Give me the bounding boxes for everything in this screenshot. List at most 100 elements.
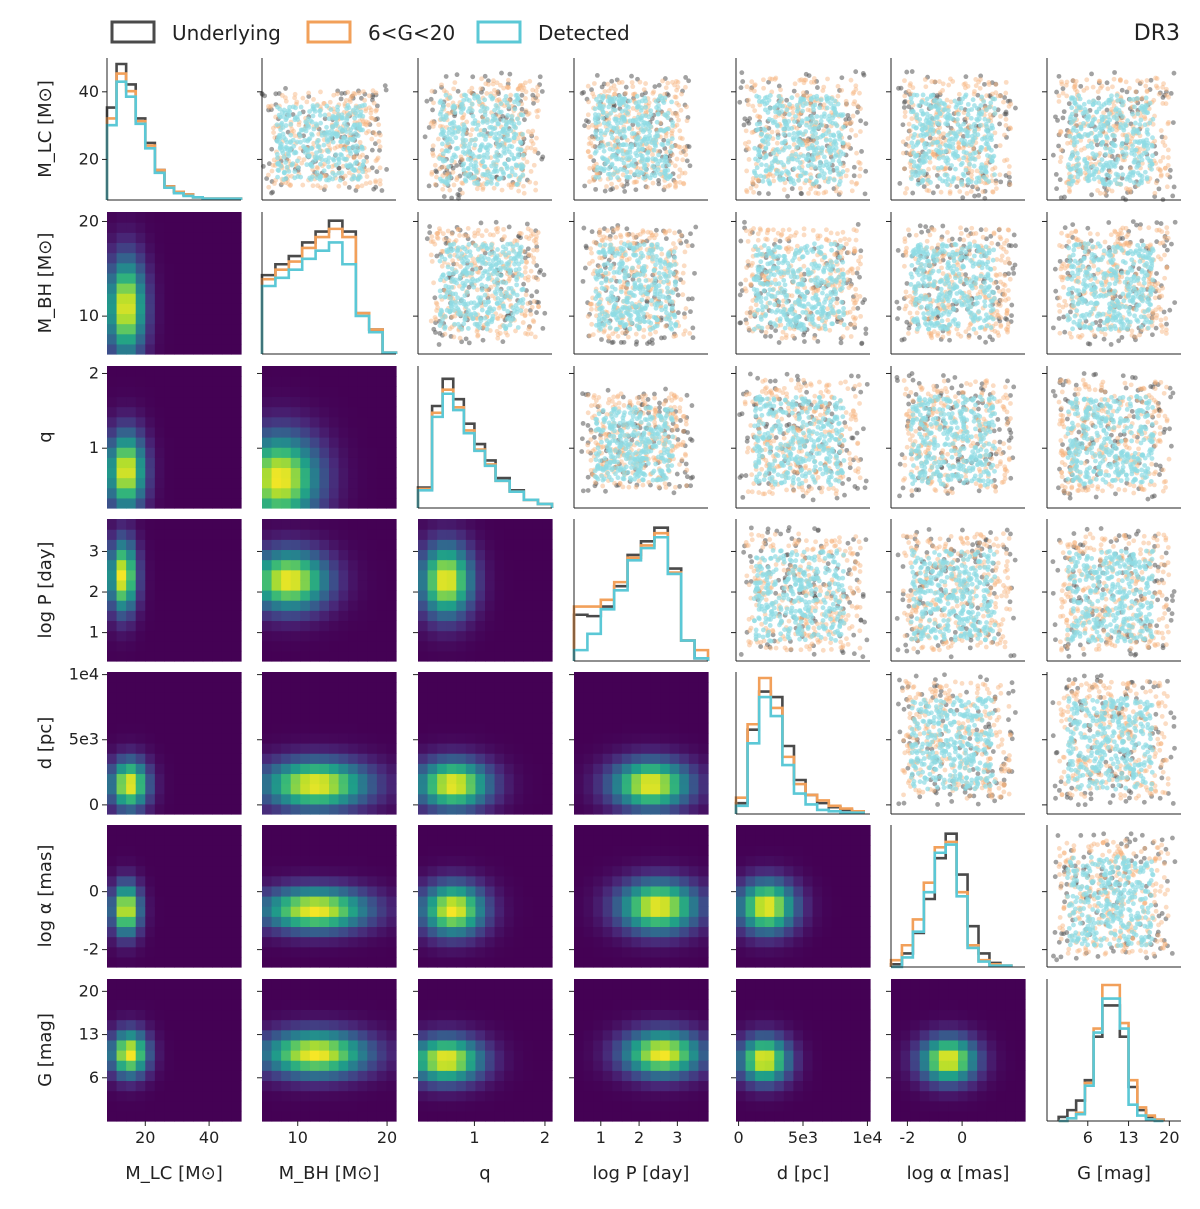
scatter-point-detected <box>476 99 482 105</box>
scatter-point-detected <box>794 108 800 114</box>
scatter-point-bright <box>521 85 527 91</box>
scatter-point-detected <box>919 108 924 114</box>
scatter-point-bright <box>1153 75 1158 81</box>
scatter-point-detected <box>309 132 315 138</box>
scatter-point-underlying <box>976 192 982 198</box>
scatter-point-detected <box>1149 142 1155 148</box>
heatmap-cell <box>193 212 204 223</box>
scatter-point-underlying <box>356 88 361 94</box>
scatter-point-bright <box>1144 78 1150 83</box>
scatter-point-bright <box>1158 173 1164 179</box>
scatter-point-detected <box>475 94 480 100</box>
heatmap-cell <box>221 283 233 294</box>
scatter-point-detected <box>923 118 929 123</box>
scatter-point-detected <box>965 101 971 107</box>
scatter-point-detected <box>464 289 470 295</box>
scatter-point-detected <box>456 125 461 131</box>
scatter-point-underlying <box>433 168 439 174</box>
scatter-point-detected <box>953 104 959 110</box>
scatter-point-bright <box>531 255 537 261</box>
scatter-point-detected <box>936 129 942 135</box>
scatter-point-underlying <box>1050 152 1056 158</box>
scatter-point-bright <box>1096 78 1102 84</box>
scatter-point-bright <box>1155 85 1160 91</box>
y-tick-label: 40 <box>79 82 99 101</box>
scatter-point-bright <box>1058 147 1064 153</box>
heatmap-cell <box>154 222 166 233</box>
scatter-point-bright <box>292 95 298 101</box>
scatter-point-detected <box>819 168 825 174</box>
scatter-point-detected <box>1097 130 1103 136</box>
scatter-point-bright <box>533 187 539 193</box>
heatmap-cell <box>154 333 166 345</box>
scatter-point-underlying <box>500 113 506 119</box>
scatter-point-bright <box>318 185 324 191</box>
scatter-point-bright <box>531 247 536 253</box>
scatter-point-underlying <box>521 281 527 287</box>
scatter-point-bright <box>364 174 370 179</box>
scatter-point-detected <box>809 143 815 148</box>
scatter-point-detected <box>819 150 824 156</box>
scatter-point-bright <box>997 143 1003 149</box>
scatter-point-underlying <box>499 70 504 76</box>
scatter-point-detected <box>911 159 917 165</box>
scatter-point-detected <box>274 122 280 128</box>
heatmap-cell <box>221 323 233 335</box>
scatter-point-underlying <box>427 224 433 229</box>
panel-r0-c6 <box>1042 58 1181 203</box>
scatter-point-underlying <box>422 134 428 140</box>
scatter-point-bright <box>961 110 967 116</box>
scatter-point-bright <box>292 133 298 139</box>
scatter-point-detected <box>765 141 771 147</box>
scatter-point-bright <box>676 117 681 123</box>
scatter-point-bright <box>632 179 638 185</box>
scatter-point-bright <box>683 147 689 153</box>
scatter-point-bright <box>993 82 999 87</box>
scatter-point-underlying <box>1062 194 1067 200</box>
scatter-point-detected <box>959 137 965 143</box>
scatter-point-detected <box>471 163 477 169</box>
scatter-point-bright <box>442 331 448 337</box>
scatter-point-underlying <box>506 224 512 230</box>
scatter-point-detected <box>642 163 648 169</box>
scatter-point-detected <box>609 135 615 141</box>
scatter-point-detected <box>648 112 654 117</box>
heatmap-cell <box>126 333 137 345</box>
scatter-point-detected <box>451 119 457 125</box>
scatter-point-bright <box>505 77 511 83</box>
scatter-point-detected <box>814 93 820 99</box>
scatter-point-detected <box>281 170 287 176</box>
scatter-point-detected <box>985 153 990 158</box>
scatter-point-bright <box>742 141 748 146</box>
scatter-point-detected <box>1078 105 1084 111</box>
scatter-point-bright <box>494 98 500 103</box>
heatmap-cell <box>221 252 233 264</box>
scatter-point-bright <box>478 86 484 92</box>
scatter-point-detected <box>516 177 522 183</box>
scatter-point-bright <box>619 182 625 188</box>
scatter-point-bright <box>678 107 684 113</box>
scatter-point-detected <box>1124 136 1130 142</box>
scatter-point-bright <box>528 131 534 137</box>
scatter-point-detected <box>955 117 960 122</box>
scatter-point-detected <box>824 105 830 111</box>
scatter-point-detected <box>1104 172 1110 178</box>
scatter-point-detected <box>505 130 510 136</box>
scatter-point-underlying <box>439 84 444 90</box>
heatmap-cell <box>174 283 185 294</box>
scatter-point-detected <box>511 155 517 161</box>
scatter-point-detected <box>480 159 486 165</box>
heatmap-cell <box>116 252 127 264</box>
scatter-point-detected <box>478 143 484 149</box>
scatter-point-bright <box>978 77 983 82</box>
scatter-point-detected <box>797 122 802 128</box>
scatter-point-detected <box>278 122 284 128</box>
scatter-point-bright <box>857 173 863 179</box>
scatter-point-detected <box>1120 172 1126 178</box>
scatter-point-detected <box>949 163 954 168</box>
scatter-point-detected <box>339 152 344 158</box>
scatter-point-bright <box>336 183 342 189</box>
scatter-point-detected <box>649 140 655 146</box>
scatter-point-detected <box>1144 176 1150 182</box>
